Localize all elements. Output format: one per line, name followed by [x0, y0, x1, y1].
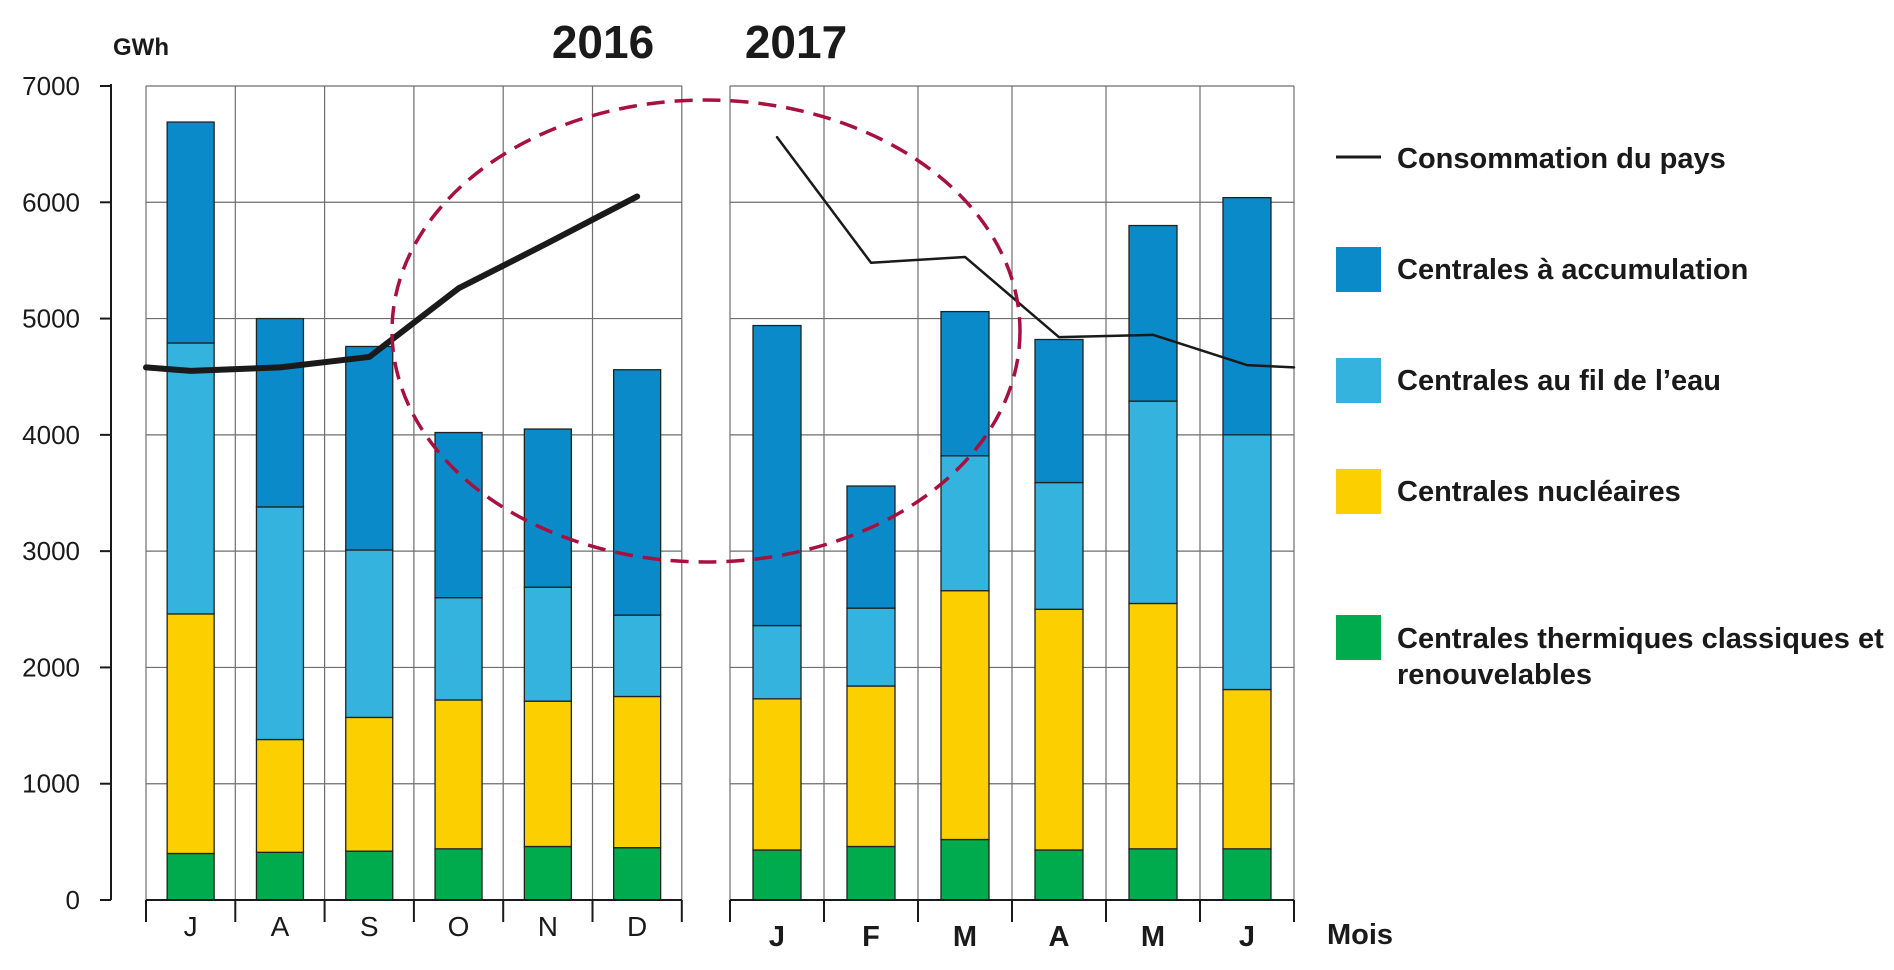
y-tick-label: 2000 — [22, 652, 80, 682]
bar-2017-thermique-5 — [1222, 848, 1272, 901]
bar-2017-fil-eau-4 — [1128, 400, 1178, 605]
legend-label-thermique-line2: renouvelables — [1397, 659, 1592, 691]
bar-2016-fil-eau-2 — [345, 549, 394, 719]
bar-2017-accumulation-4 — [1128, 224, 1178, 402]
bar-2017-nucleaire-3 — [1034, 608, 1084, 851]
legend-swatch-accumulation — [1336, 247, 1381, 292]
bar-2017-fil-eau-5 — [1222, 434, 1272, 691]
y-tick-label: 0 — [66, 885, 80, 915]
bar-2017-thermique-3 — [1034, 849, 1084, 901]
bar-2016-nucleaire-1 — [255, 738, 305, 853]
bar-2017-nucleaire-4 — [1128, 602, 1178, 850]
legend-label-accumulation: Centrales à accumulation — [1397, 254, 1748, 286]
bar-2017-thermique-1 — [846, 845, 896, 901]
bar-2017-thermique-0 — [752, 849, 802, 901]
grid — [145, 85, 1295, 901]
bar-2016-nucleaire-5 — [613, 695, 662, 849]
bar-2017-accumulation-2 — [940, 310, 990, 457]
legend-label-fil-eau: Centrales au fil de l’eau — [1397, 365, 1721, 397]
bar-2017-thermique-2 — [940, 838, 990, 901]
bar-2016-nucleaire-2 — [345, 716, 394, 852]
x-tick-label: M — [1141, 921, 1165, 953]
bar-2016-nucleaire-3 — [434, 699, 483, 850]
bar-2017-nucleaire-0 — [752, 698, 802, 851]
bar-2016-fil-eau-5 — [613, 614, 662, 698]
bar-2017-nucleaire-2 — [940, 590, 990, 841]
bar-2017-nucleaire-1 — [846, 685, 896, 848]
x-tick-label: J — [1239, 921, 1255, 953]
y-tick-label: 7000 — [22, 71, 80, 101]
y-tick-label: 1000 — [22, 769, 80, 799]
x-tick-label: S — [360, 911, 379, 942]
bar-2016-thermique-1 — [255, 851, 305, 901]
x-tick-label: O — [448, 911, 470, 942]
legend-swatch-thermique — [1336, 615, 1381, 660]
consumption-line-2016 — [143, 193, 641, 374]
bar-2017-thermique-4 — [1128, 848, 1178, 901]
x-tick-label: J — [769, 921, 785, 953]
legend-label-thermique-line1: Centrales thermiques classiques et — [1397, 623, 1884, 655]
x-tick-label: N — [538, 911, 558, 942]
axis-labels: GWh Mois 2016 2017 — [113, 16, 1393, 951]
bar-2017-nucleaire-5 — [1222, 688, 1272, 850]
consumption-lines — [143, 135, 1296, 374]
x-unit-label: Mois — [1327, 919, 1393, 951]
x-tick-label: A — [271, 911, 290, 942]
year-label-2017: 2017 — [745, 16, 847, 68]
bar-2016-accumulation-1 — [255, 317, 305, 508]
bar-2017-fil-eau-2 — [940, 455, 990, 592]
x-tick-label: A — [1049, 921, 1070, 953]
bar-2016-accumulation-2 — [345, 345, 394, 551]
bar-2017-fil-eau-3 — [1034, 481, 1084, 610]
y-tick-label: 3000 — [22, 536, 80, 566]
bar-2016-fil-eau-3 — [434, 597, 483, 701]
y-tick-label: 6000 — [22, 187, 80, 217]
bar-2016-thermique-2 — [345, 850, 394, 901]
consumption-line-2017 — [775, 135, 1296, 369]
x-tick-label: M — [953, 921, 977, 953]
bar-2016-accumulation-4 — [523, 428, 572, 588]
year-label-2016: 2016 — [552, 16, 654, 68]
legend: Consommation du pays Centrales à accumul… — [1336, 143, 1884, 691]
bar-2016-nucleaire-4 — [523, 700, 572, 848]
y-tick-label: 5000 — [22, 304, 80, 334]
bar-2016-fil-eau-1 — [255, 506, 305, 741]
bar-2016-nucleaire-0 — [166, 613, 215, 855]
bar-2016-accumulation-5 — [613, 369, 662, 616]
bar-2017-accumulation-1 — [846, 485, 896, 609]
y-unit-label: GWh — [113, 34, 169, 61]
axes: 0 1000 2000 3000 4000 5000 6000 7000 J A S O N D J F M A M… — [22, 71, 1295, 953]
bar-2016-fil-eau-4 — [523, 586, 572, 702]
legend-swatch-fil-eau — [1336, 358, 1381, 403]
bar-2016-thermique-4 — [523, 845, 572, 901]
bars — [166, 121, 1272, 901]
bar-2017-accumulation-0 — [752, 324, 802, 627]
x-tick-label: J — [184, 911, 198, 942]
legend-swatch-nucleaire — [1336, 469, 1381, 514]
bar-2017-fil-eau-1 — [846, 607, 896, 687]
bar-2017-fil-eau-0 — [752, 624, 802, 700]
bar-2017-accumulation-5 — [1222, 196, 1272, 436]
y-tick-label: 4000 — [22, 420, 80, 450]
bar-2016-accumulation-0 — [166, 121, 215, 344]
bar-2016-accumulation-3 — [434, 431, 483, 599]
bar-2017-accumulation-3 — [1034, 338, 1084, 484]
legend-label-consommation: Consommation du pays — [1397, 143, 1726, 175]
legend-label-nucleaire: Centrales nucléaires — [1397, 476, 1681, 508]
highlight-circle — [390, 98, 1022, 564]
bar-2016-thermique-5 — [613, 847, 662, 901]
bar-2016-thermique-0 — [166, 852, 215, 901]
x-tick-label: F — [862, 921, 880, 953]
bar-2016-thermique-3 — [434, 848, 483, 901]
x-tick-label: D — [627, 911, 647, 942]
bar-2016-fil-eau-0 — [166, 342, 215, 615]
